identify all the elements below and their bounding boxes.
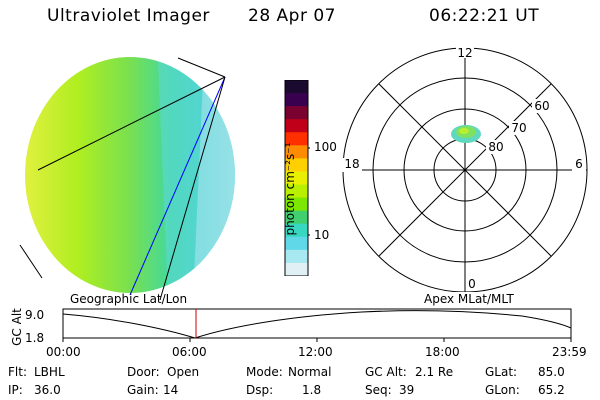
mlt-label-18: 18 xyxy=(344,157,359,171)
mode-label: Mode: xyxy=(246,365,283,379)
aurora-blob xyxy=(451,125,481,143)
ip-label: IP: xyxy=(8,383,23,397)
polar-diagonal-2 xyxy=(378,83,552,257)
mlt-label-6: 6 xyxy=(575,157,583,171)
x-tick-2359: 23:59 xyxy=(552,345,587,359)
ip-value: 36.0 xyxy=(34,383,61,397)
door-value: Open xyxy=(167,365,200,379)
colorbar-cell xyxy=(285,158,308,172)
gc-alt-label: GC Alt: xyxy=(365,365,407,379)
colorbar-tick-10: 10 xyxy=(314,228,330,242)
dsp-value: 1.8 xyxy=(302,383,322,397)
colorbar-cell xyxy=(285,197,308,212)
colorbar-cell xyxy=(285,80,308,94)
color-scale-bar xyxy=(284,80,310,276)
mlt-label-0: 0 xyxy=(468,277,476,291)
x-tick-1800: 18:00 xyxy=(425,345,460,359)
x-tick-0000: 00:00 xyxy=(46,345,81,359)
fov-line-top xyxy=(177,57,226,78)
flt-value: LBHL xyxy=(34,365,65,379)
glon-value: 65.2 xyxy=(538,383,565,397)
glat-value: 85.0 xyxy=(538,365,565,379)
colorbar-tick-100: 100 xyxy=(314,140,337,154)
date-label: 28 Apr 07 xyxy=(248,6,336,26)
y-tick-1-8: 1.8 xyxy=(25,331,45,345)
colorbar-cell xyxy=(285,210,308,225)
y-tick-9: 9.0 xyxy=(25,308,45,322)
colorbar-cell xyxy=(285,236,308,251)
colorbar-cell xyxy=(285,223,308,238)
dsp-label: Dsp: xyxy=(246,383,274,397)
colorbar-cell xyxy=(285,249,308,264)
colorbar-cell xyxy=(285,93,308,107)
lat-label-70: 70 xyxy=(511,121,526,135)
lat-label-80: 80 xyxy=(488,140,503,154)
time-label: 06:22:21 UT xyxy=(429,6,540,26)
colorbar-cell xyxy=(285,106,308,120)
geographic-label: Geographic Lat/Lon xyxy=(70,292,188,306)
apex-label: Apex MLat/MLT xyxy=(424,292,514,306)
fov-line-blue xyxy=(129,76,226,296)
colorbar-cell xyxy=(285,262,308,276)
lat-label-60: 60 xyxy=(534,99,549,113)
colorbar-cell xyxy=(285,132,308,146)
colorbar-unit-label: photon cm⁻²s⁻¹ xyxy=(283,142,297,236)
gc-alt-value: 2.1 Re xyxy=(415,365,454,379)
limb-mark-lower-left xyxy=(19,244,43,279)
x-tick-1200: 12:00 xyxy=(298,345,333,359)
glat-label: GLat: xyxy=(485,365,518,379)
flt-label: Flt: xyxy=(8,365,27,379)
x-tick-0600: 06:00 xyxy=(172,345,207,359)
mlt-polar-plot: 12 18 6 0 60 70 80 xyxy=(342,46,588,292)
fov-line-left xyxy=(37,76,226,171)
instrument-title: Ultraviolet Imager xyxy=(47,6,210,26)
mlt-label-12: 12 xyxy=(457,46,472,60)
mode-value: Normal xyxy=(288,365,332,379)
colorbar-cell xyxy=(285,145,308,159)
altitude-curve xyxy=(62,310,572,339)
colorbar-cell xyxy=(285,119,308,133)
door-label: Door: xyxy=(127,365,160,379)
glon-label: GLon: xyxy=(485,383,520,397)
gain-value: 14 xyxy=(163,383,179,397)
seq-label: Seq: xyxy=(365,383,392,397)
gc-alt-timeline-plot xyxy=(62,308,572,342)
gain-label: Gain: xyxy=(127,383,159,397)
colorbar-cell xyxy=(285,184,308,199)
colorbar-cell xyxy=(285,171,308,186)
uv-earth-image xyxy=(19,57,235,300)
gc-alt-axis-title: GC Alt xyxy=(10,308,24,346)
seq-value: 39 xyxy=(399,383,415,397)
fov-line-right xyxy=(159,76,226,300)
